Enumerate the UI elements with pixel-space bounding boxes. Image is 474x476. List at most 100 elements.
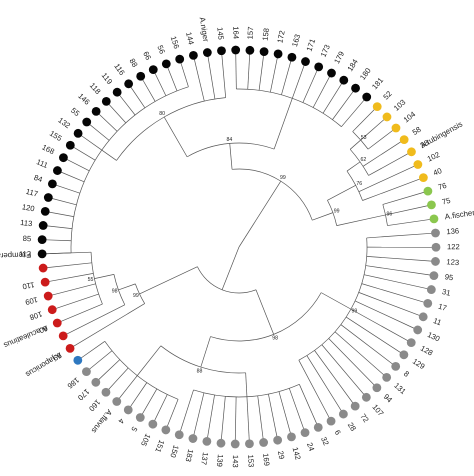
leaf-label: 150 [168, 444, 180, 459]
bootstrap-value: 99 [334, 209, 340, 215]
tree-branch [89, 350, 113, 370]
tree-branch [73, 303, 145, 347]
leaf-label: 40 [432, 166, 443, 177]
leaf-dot [327, 68, 336, 78]
leaf-label: 31 [441, 287, 451, 298]
leaf-dot [161, 425, 171, 435]
bootstrap-value: 80 [159, 111, 165, 117]
leaf-label: 95 [444, 272, 454, 282]
leaf-dot [73, 355, 83, 365]
tree-branch [47, 225, 73, 229]
tree-branch [328, 338, 375, 386]
leaf-dot [382, 373, 392, 382]
tree-branch [207, 394, 215, 438]
leaf-dot [148, 65, 158, 75]
leaf-label: 6 [333, 429, 343, 437]
leaf-dot [112, 397, 122, 406]
tree-branch [321, 292, 352, 310]
tree-branch [221, 396, 226, 440]
leaf-dot [91, 377, 101, 387]
leaf-label: 113 [20, 218, 33, 228]
tree-branch [362, 141, 401, 167]
species-label: A.tubingensis [419, 119, 464, 150]
tree-arc [298, 237, 368, 361]
leaf-dot [431, 228, 440, 238]
leaf-label: 66 [141, 50, 153, 62]
bootstrap-value: 76 [356, 181, 362, 187]
tree-branch [101, 149, 117, 161]
tree-branch [306, 355, 342, 411]
species-labels: A.nigerA.tubingensisA.fischeriA.flavusA.… [0, 17, 474, 436]
tree-branch [358, 292, 420, 316]
leaf-label: 171 [304, 38, 317, 53]
leaf-label: 76 [437, 181, 448, 192]
leaf-dot [38, 221, 48, 230]
tree-branch [130, 382, 148, 407]
tree-branch [139, 266, 198, 295]
tree-branch [163, 116, 188, 158]
leaf-dot [40, 206, 50, 216]
tree-branch [221, 54, 227, 98]
bootstrap-values: 99 98 99 88 99 98 55 84 80 99 96 76 62 53 [88, 111, 393, 374]
tree-arc [90, 252, 103, 305]
leaf-dot [407, 147, 416, 157]
leaf-label: 144 [184, 31, 196, 45]
leaf-dot [362, 92, 372, 102]
tree-branch [193, 59, 205, 102]
tree-branch [354, 300, 415, 329]
leaf-dot [189, 50, 198, 60]
tree-branch [193, 392, 205, 435]
leaf-dot [399, 135, 409, 145]
leaf-label: 173 [319, 43, 332, 58]
leaf-label: 58 [411, 125, 423, 137]
bootstrap-value: 98 [112, 289, 118, 295]
tree-branch [314, 350, 354, 404]
leaf-dot [314, 62, 324, 72]
leaf-label: 55 [69, 106, 81, 118]
tree-branch [154, 73, 167, 96]
leaf-label: 168 [41, 142, 56, 156]
tree-branch [273, 98, 293, 150]
species-label: F.temperatum [0, 250, 31, 261]
leaf-label: 123 [446, 257, 459, 267]
leaf-label: 94 [382, 392, 394, 404]
leaf-label: 17 [437, 302, 448, 313]
tree-branch [340, 324, 393, 365]
leaf-label: 170 [76, 387, 91, 402]
leaf-label: 130 [426, 330, 441, 343]
leaf-label: 111 [35, 157, 49, 170]
tree-branch [257, 395, 264, 439]
leaf-dot [37, 235, 47, 245]
leaf-dot [372, 383, 382, 393]
leaf-label: 120 [21, 202, 35, 213]
tree-branch [142, 79, 156, 102]
species-label: A.niger [198, 17, 211, 43]
tree-branch [366, 256, 432, 262]
leaf-label: 122 [447, 242, 460, 251]
leaf-dot [273, 49, 283, 59]
leaf-dot [287, 52, 297, 62]
leaf-label: 8 [402, 369, 411, 379]
leaf-dot [245, 45, 255, 55]
tree-branch [46, 251, 92, 255]
tree-branch [361, 283, 425, 303]
tree-branch [367, 130, 394, 150]
leaf-dot [202, 436, 212, 446]
tree-branch [89, 124, 110, 141]
leaf-dot [65, 343, 75, 353]
leaf-dot [418, 173, 428, 183]
leaf-dot [59, 153, 68, 163]
tree-branch [334, 331, 384, 376]
tree-arc [113, 274, 126, 305]
tree-branch [51, 283, 96, 296]
leaf-dot [406, 338, 416, 348]
tree-branch [258, 55, 264, 91]
leaf-label: 186 [66, 375, 82, 390]
leaf-dot [112, 87, 122, 97]
bootstrap-value: 96 [387, 211, 393, 217]
tree-branch [221, 246, 240, 290]
tree-branch [136, 345, 162, 376]
leaf-markers [37, 45, 441, 449]
leaf-label: 151 [153, 439, 166, 454]
